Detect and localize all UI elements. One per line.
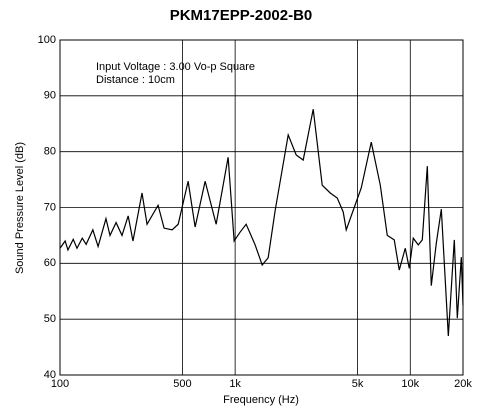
- x-tick-label: 100: [51, 378, 69, 390]
- x-axis-label: Frequency (Hz): [223, 394, 299, 406]
- y-tick-label: 60: [44, 257, 56, 269]
- y-tick-label: 100: [38, 34, 56, 46]
- y-tick-label: 80: [44, 146, 56, 158]
- annotation: Distance : 10cm: [96, 74, 175, 86]
- y-tick-label: 40: [44, 369, 56, 381]
- y-tick-label: 70: [44, 201, 56, 213]
- annotation: Input Voltage : 3.00 Vo-p Square: [96, 61, 255, 73]
- x-tick-label: 10k: [401, 378, 419, 390]
- chart-title: PKM17EPP-2002-B0: [170, 7, 313, 24]
- x-tick-label: 1k: [229, 378, 241, 390]
- y-tick-label: 90: [44, 90, 56, 102]
- y-axis-label: Sound Pressure Level (dB): [14, 142, 26, 274]
- plot-frame: [59, 39, 464, 376]
- x-tick-label: 5k: [352, 378, 364, 390]
- line-series: [59, 109, 464, 336]
- x-tick-label: 500: [173, 378, 191, 390]
- x-tick-label: 20k: [454, 378, 472, 390]
- y-tick-label: 50: [44, 313, 56, 325]
